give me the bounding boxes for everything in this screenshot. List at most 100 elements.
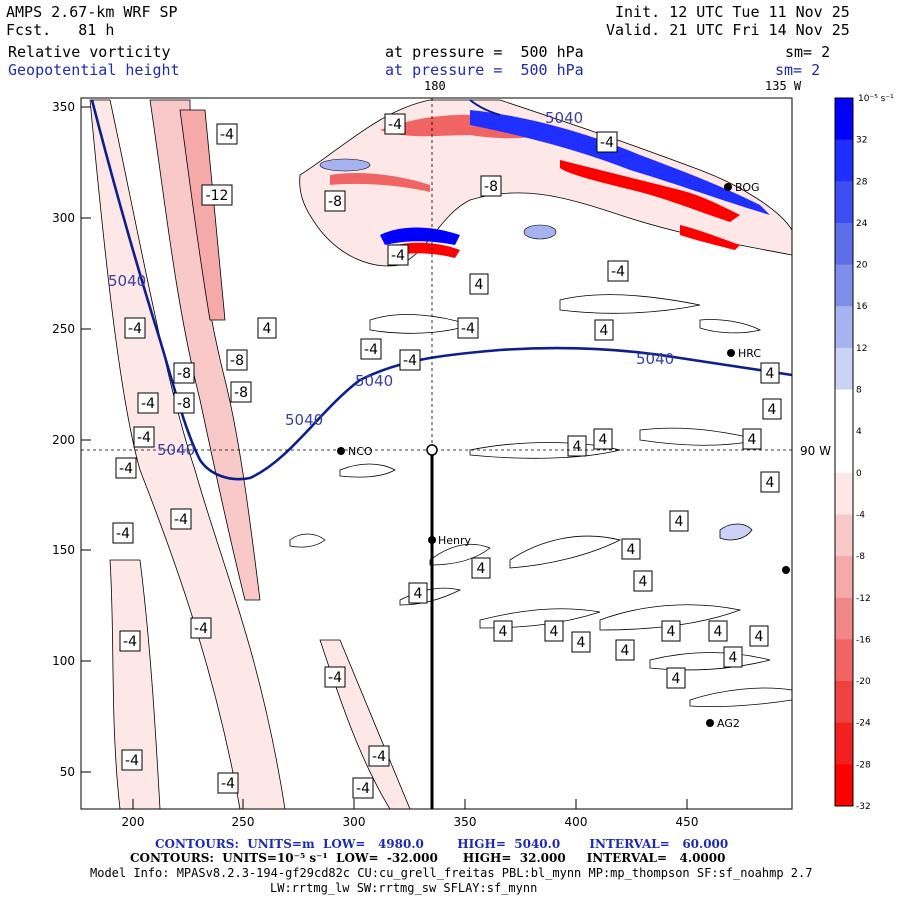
colorbar-tick-label: 4 [856,427,862,437]
contour-label-neg4: -4 [217,772,239,794]
svg-text:100: 100 [52,654,75,668]
contour-label-neg8: -8 [230,381,252,403]
colorbar-tick-label: 20 [856,261,868,271]
colorbar-swatch [835,681,853,724]
contour-label-neg4: -4 [368,745,390,767]
contour-label-pos4: 4 [408,582,428,604]
footer-physics-info: LW:rrtmg_lw SW:rrtmg_sw SFLAY:sf_mynn [270,881,538,895]
height-label: 5040 [545,109,583,127]
svg-text:-4: -4 [137,430,151,446]
colorbar-swatch [835,98,853,141]
contour-label-neg4: -4 [324,666,346,688]
colorbar-tick-label: 12 [856,344,867,354]
vorticity-field [89,99,792,809]
contour-label-neg4: -4 [115,457,137,479]
colorbar-tick-label: -20 [856,677,871,687]
colorbar-swatch [835,181,853,224]
svg-text:-4: -4 [116,526,130,542]
field-label-height: Geopotential height [8,61,180,79]
svg-text:-4: -4 [221,776,235,792]
pressure-level-1: at pressure = 500 hPa [385,43,584,61]
contour-label-neg12: -12 [201,184,233,206]
contour-label-neg4: -4 [170,508,192,530]
svg-text:4: 4 [672,671,681,687]
station-bog: BOG [724,181,760,194]
colorbar-tick-label: 28 [856,177,868,187]
svg-text:NCO: NCO [348,445,373,458]
colorbar-frame [834,97,854,807]
svg-text:BOG: BOG [735,181,760,194]
contour-label-neg4: -4 [112,522,134,544]
footer-vorticity-contours: CONTOURS: UNITS=10⁻⁵ s⁻¹ LOW= -32.000 HI… [130,851,726,865]
height-label: 5040 [355,372,393,390]
svg-text:4: 4 [621,643,630,659]
svg-text:-4: -4 [220,127,234,143]
svg-text:-8: -8 [328,194,342,210]
station-henry: Henry [428,534,472,547]
contour-label-pos4: 4 [762,398,782,420]
stations: NCO Henry HRC BOG AG2 [337,181,790,730]
positive-vorticity-streak [470,110,770,215]
svg-text:-4: -4 [391,248,405,264]
forecast-hour: Fcst. 81 h [6,21,115,39]
colorbar-unit: 10⁻⁵ s⁻¹ [858,94,894,104]
contour-label-pos4: 4 [708,620,728,642]
colorbar-tick-label: -8 [856,552,865,562]
negative-vorticity-streak [560,160,740,222]
svg-text:-8: -8 [177,396,191,412]
plot-frame [80,97,793,810]
contour-label-neg8: -8 [324,190,346,212]
svg-text:4: 4 [577,635,586,651]
contour-label-neg4: -4 [596,131,618,153]
field-label-vorticity: Relative vorticity [8,43,171,61]
svg-text:-8: -8 [177,366,191,382]
svg-text:Henry: Henry [438,534,472,547]
colorbar-swatch [835,639,853,682]
footer-height-contours: CONTOURS: UNITS=m LOW= 4980.0 HIGH= 5040… [155,837,729,851]
svg-text:4: 4 [499,624,508,640]
station-ag2: AG2 [706,717,740,730]
height-label: 5040 [636,350,674,368]
height-label: 5040 [285,411,323,429]
svg-text:4: 4 [599,432,608,448]
contour-label-pos4: 4 [567,435,587,457]
svg-text:250: 250 [232,815,255,829]
contour-label-pos4: 4 [544,620,564,642]
contour-label-pos4: 4 [760,362,780,384]
svg-text:4: 4 [714,624,723,640]
contour-label-neg4: -4 [384,113,406,135]
contour-label-pos4: 4 [669,510,689,532]
vorticity-band-neg12 [179,109,226,321]
contour-label-neg4: -4 [124,317,146,339]
svg-text:4: 4 [627,542,636,558]
colorbar-tick-label: -28 [856,760,871,770]
svg-text:-4: -4 [125,753,139,769]
svg-text:4: 4 [263,321,272,337]
height-contour-5040 [90,99,793,481]
contour-label-pos4: 4 [594,319,614,341]
colorbar-swatch [835,264,853,307]
axis-ticks [81,106,688,809]
svg-text:-4: -4 [372,749,386,765]
svg-text:200: 200 [122,815,145,829]
contour-label-pos4: 4 [760,471,780,493]
svg-text:450: 450 [676,815,699,829]
colorbar-swatch [835,514,853,557]
svg-text:4: 4 [667,624,676,640]
height-label: 5040 [108,272,146,290]
colorbar-tick-label: 0 [856,469,862,479]
colorbar-swatch [835,389,853,432]
contour-label-neg4: -4 [387,244,409,266]
svg-text:4: 4 [768,402,777,418]
contour-label-pos4: 4 [615,639,635,661]
contour-label-pos4: 4 [469,273,489,295]
colorbar-swatch [835,472,853,515]
contour-label-pos4: 4 [471,557,491,579]
contour-label-pos4: 4 [742,428,762,450]
height-label: 5040 [157,441,195,459]
svg-text:50: 50 [60,765,75,779]
colorbar-tick-label: -16 [856,635,871,645]
svg-text:-4: -4 [141,396,155,412]
contour-label-neg4: -4 [121,749,143,771]
